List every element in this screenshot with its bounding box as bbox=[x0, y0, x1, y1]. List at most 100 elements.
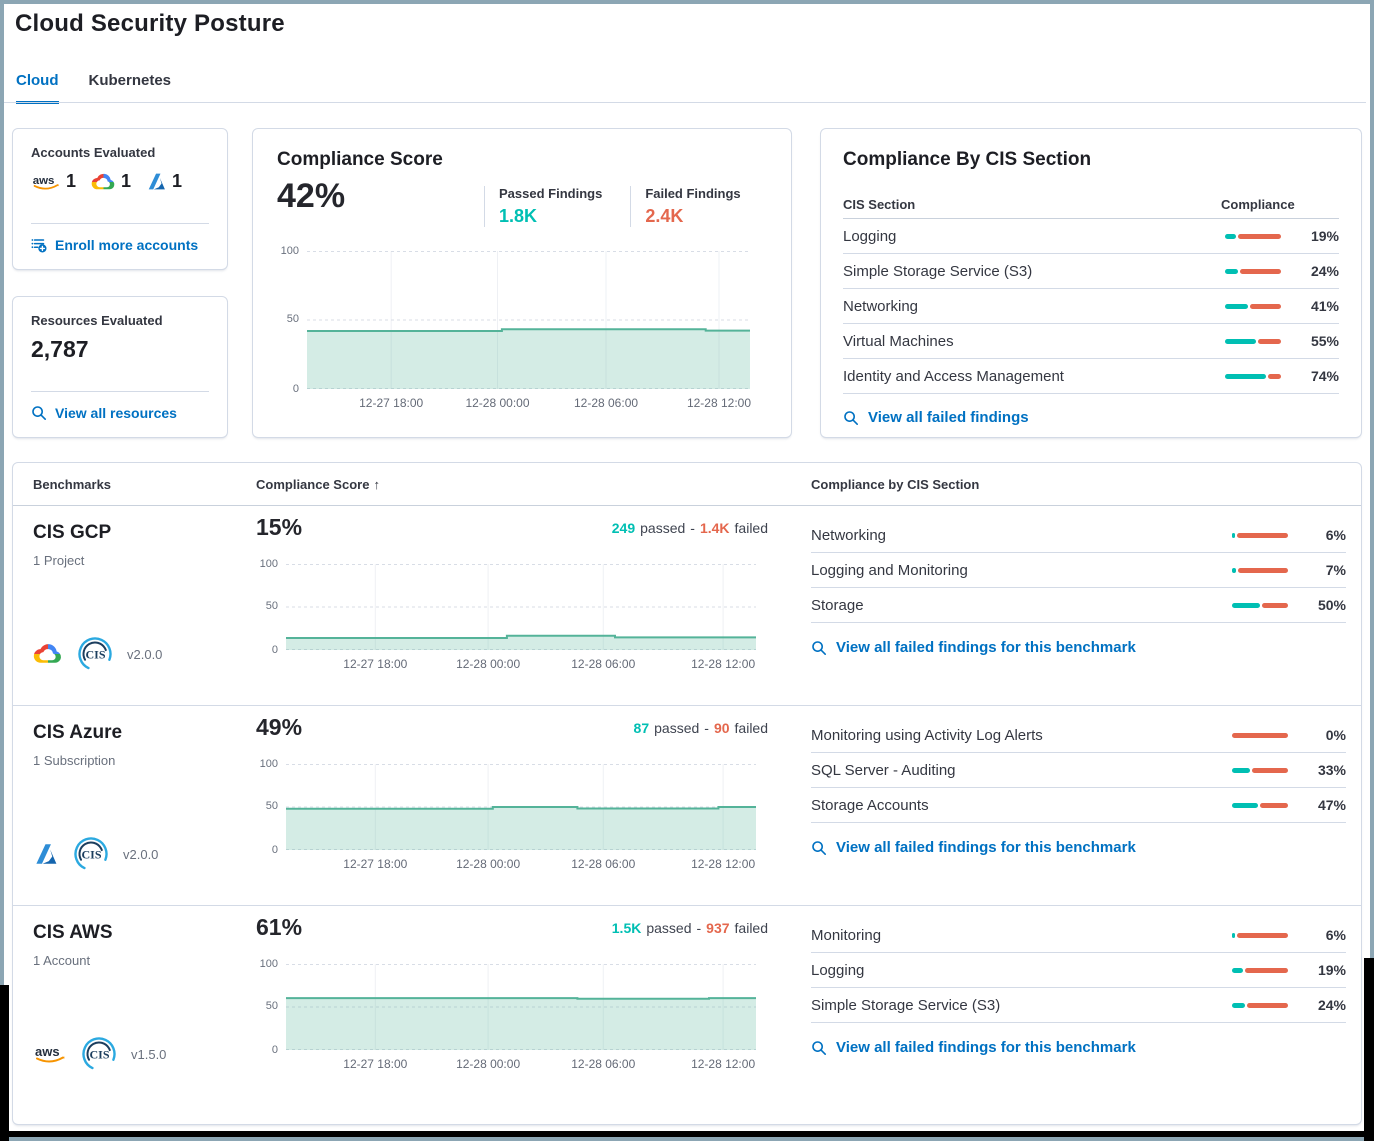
tab-kubernetes[interactable]: Kubernetes bbox=[88, 72, 172, 89]
x-tick: 12-28 12:00 bbox=[691, 657, 756, 671]
cis-section-row: Networking 6% bbox=[811, 518, 1346, 553]
aws-icon bbox=[33, 1042, 67, 1066]
view-failed-findings-benchmark-link[interactable]: View all failed findings for this benchm… bbox=[811, 639, 1346, 656]
enroll-more-accounts-link[interactable]: Enroll more accounts bbox=[31, 237, 209, 253]
view-failed-findings-benchmark-link[interactable]: View all failed findings for this benchm… bbox=[811, 839, 1346, 856]
y-tick: 0 bbox=[271, 1044, 278, 1056]
compliance-bar bbox=[1232, 967, 1288, 973]
compliance-bar bbox=[1232, 602, 1288, 608]
benchmark-trend-chart: 100 50 0 12-27 18:00 12-28 00:00 12-28 0… bbox=[256, 958, 756, 1072]
aws-icon bbox=[31, 172, 61, 192]
compliance-score-trend-chart: 100 50 0 12-27 18:00 12-28 00:00 12-28 0… bbox=[277, 245, 752, 411]
x-tick: 12-28 00:00 bbox=[465, 396, 530, 410]
benchmark-row-cis-aws: CIS AWS 1 Account v1.5.0 61% 1.5K passed… bbox=[13, 906, 1361, 1106]
trend-plot-area bbox=[307, 251, 750, 389]
x-tick: 12-28 06:00 bbox=[571, 1057, 636, 1071]
cis-section-row: Simple Storage Service (S3) 24% bbox=[811, 988, 1346, 1023]
compliance-bar bbox=[1232, 732, 1288, 738]
compliance-bar bbox=[1232, 1002, 1288, 1008]
x-tick: 12-28 06:00 bbox=[571, 857, 636, 871]
passed-findings-value: 1.8K bbox=[499, 206, 538, 226]
cis-section-row: Logging and Monitoring 7% bbox=[811, 553, 1346, 588]
compliance-bar bbox=[1232, 767, 1288, 773]
accounts-evaluated-title: Accounts Evaluated bbox=[31, 145, 156, 160]
y-tick: 100 bbox=[259, 958, 278, 970]
benchmark-subtitle: 1 Project bbox=[33, 553, 85, 568]
tab-divider bbox=[0, 102, 1366, 103]
aws-account-count: 1 bbox=[31, 171, 76, 192]
resources-evaluated-card: Resources Evaluated 2,787 View all resou… bbox=[12, 296, 228, 438]
cis-section-row: Logging 19% bbox=[811, 953, 1346, 988]
benchmark-name: CIS Azure bbox=[33, 722, 123, 743]
compliance-bar bbox=[1225, 268, 1281, 274]
azure-icon bbox=[146, 172, 167, 191]
y-tick: 100 bbox=[259, 558, 278, 570]
passed-findings-stat: Passed Findings 1.8K bbox=[484, 186, 602, 227]
cis-section-row: SQL Server - Auditing 33% bbox=[811, 753, 1346, 788]
search-icon bbox=[811, 640, 827, 656]
tab-cloud[interactable]: Cloud bbox=[16, 72, 59, 104]
compliance-bar bbox=[1225, 233, 1281, 239]
azure-count-value: 1 bbox=[172, 171, 183, 191]
failed-findings-value: 2.4K bbox=[645, 206, 684, 226]
desktop-background bbox=[1364, 958, 1374, 1141]
search-icon bbox=[843, 410, 859, 426]
gcp-icon bbox=[91, 172, 116, 192]
benchmark-score: 61% bbox=[256, 914, 303, 940]
cis-section-row: Simple Storage Service (S3) 24% bbox=[843, 254, 1339, 289]
view-failed-findings-benchmark-link[interactable]: View all failed findings for this benchm… bbox=[811, 1039, 1346, 1056]
enroll-accounts-icon bbox=[31, 237, 47, 253]
benchmark-row-cis-gcp: CIS GCP 1 Project v2.0.0 15% 249 passed … bbox=[13, 506, 1361, 706]
compliance-score-value: 42% bbox=[277, 177, 346, 215]
cis-section-row: Storage 50% bbox=[811, 588, 1346, 623]
benchmark-name: CIS AWS bbox=[33, 922, 113, 943]
x-tick: 12-27 18:00 bbox=[343, 1057, 408, 1071]
benchmark-row-cis-azure: CIS Azure 1 Subscription v2.0.0 49% 87 p… bbox=[13, 706, 1361, 906]
desktop-background bbox=[0, 985, 9, 1141]
compliance-score-card: Compliance Score 42% Passed Findings 1.8… bbox=[252, 128, 792, 438]
cis-section-row: Monitoring 6% bbox=[811, 918, 1346, 953]
benchmark-version: v2.0.0 bbox=[127, 646, 163, 662]
compliance-bar bbox=[1232, 532, 1288, 538]
cis-logo-icon bbox=[73, 836, 109, 872]
y-tick: 0 bbox=[271, 844, 278, 856]
y-tick: 100 bbox=[259, 758, 278, 770]
x-tick: 12-28 12:00 bbox=[686, 396, 752, 410]
search-icon bbox=[811, 1040, 827, 1056]
col-compliance-score-sort[interactable]: Compliance Score ↑ bbox=[256, 477, 380, 492]
benchmark-version: v2.0.0 bbox=[123, 846, 159, 862]
cis-section-row: Virtual Machines 55% bbox=[843, 324, 1339, 359]
benchmark-subtitle: 1 Subscription bbox=[33, 753, 116, 768]
trend-plot-area bbox=[286, 564, 756, 650]
compliance-bar bbox=[1232, 802, 1288, 808]
cis-section-row: Networking 41% bbox=[843, 289, 1339, 324]
trend-plot-area bbox=[286, 964, 756, 1050]
findings-stats: Passed Findings 1.8K Failed Findings 2.4… bbox=[484, 186, 776, 227]
view-all-resources-link[interactable]: View all resources bbox=[31, 405, 209, 421]
benchmark-name: CIS GCP bbox=[33, 522, 112, 543]
x-tick: 12-27 18:00 bbox=[359, 396, 424, 410]
trend-plot-area bbox=[286, 764, 756, 850]
x-tick: 12-28 00:00 bbox=[456, 657, 521, 671]
cis-logo-icon bbox=[81, 1036, 117, 1072]
azure-icon bbox=[33, 842, 59, 866]
cis-section-row: Identity and Access Management 74% bbox=[843, 359, 1339, 394]
compliance-bar bbox=[1225, 373, 1281, 379]
card-divider bbox=[31, 223, 209, 224]
benchmarks-table-header: Benchmarks Compliance Score ↑ Compliance … bbox=[13, 463, 1361, 506]
gcp-count-value: 1 bbox=[121, 171, 132, 191]
x-tick: 12-27 18:00 bbox=[343, 857, 408, 871]
view-all-failed-findings-link[interactable]: View all failed findings bbox=[843, 409, 1339, 426]
accounts-evaluated-card: Accounts Evaluated 1 1 1 Enroll more acc… bbox=[12, 128, 228, 270]
x-tick: 12-28 06:00 bbox=[573, 396, 639, 410]
benchmark-score: 49% bbox=[256, 714, 303, 740]
gcp-icon bbox=[33, 642, 63, 666]
y-tick: 50 bbox=[265, 800, 278, 812]
passed-failed-summary: 87 passed - 90 failed bbox=[633, 720, 768, 736]
x-tick: 12-28 06:00 bbox=[571, 657, 636, 671]
benchmark-trend-chart: 100 50 0 12-27 18:00 12-28 00:00 12-28 0… bbox=[256, 758, 756, 872]
sort-asc-icon: ↑ bbox=[373, 477, 380, 492]
compliance-by-cis-section-card: Compliance By CIS Section CIS Section Co… bbox=[820, 128, 1362, 438]
y-tick: 100 bbox=[280, 245, 299, 257]
y-tick: 0 bbox=[292, 383, 299, 395]
